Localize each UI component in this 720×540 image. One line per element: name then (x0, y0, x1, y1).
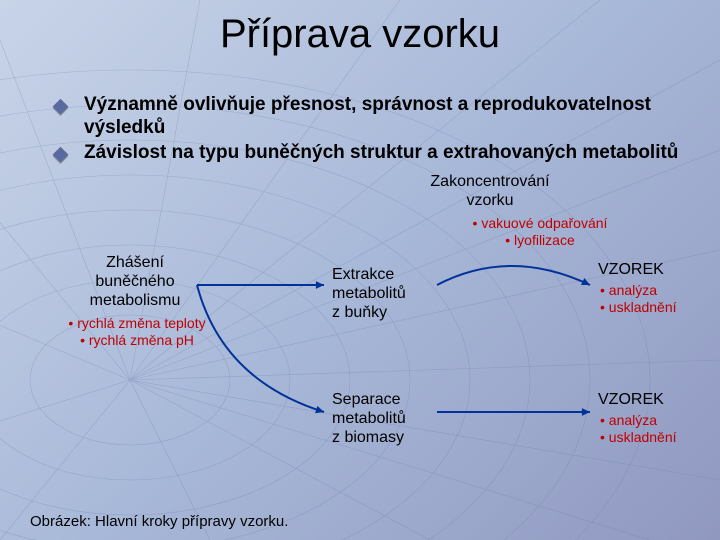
bullet-text: Závislost na typu buněčných struktur a e… (84, 141, 678, 164)
bullet-text: Významně ovlivňuje přesnost, správnost a… (84, 93, 690, 139)
flow-diagram: Zakoncentrování vzorku • vakuové odpařov… (0, 190, 720, 500)
page-title: Příprava vzorku (0, 0, 720, 57)
node-text: Zakoncentrování (430, 173, 549, 190)
arrows-svg (0, 190, 720, 500)
diamond-icon (53, 147, 69, 163)
bullet-item: Závislost na typu buněčných struktur a e… (55, 141, 690, 164)
bullet-list: Významně ovlivňuje přesnost, správnost a… (55, 93, 690, 165)
figure-caption: Obrázek: Hlavní kroky přípravy vzorku. (30, 513, 288, 530)
bullet-item: Významně ovlivňuje přesnost, správnost a… (55, 93, 690, 139)
diamond-icon (53, 99, 69, 115)
